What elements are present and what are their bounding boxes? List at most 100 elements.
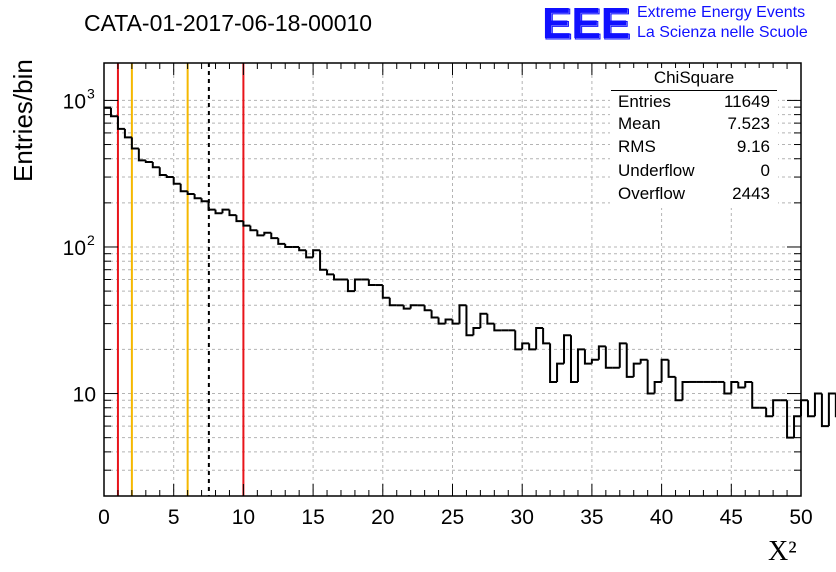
histogram-bin [660,358,669,382]
histogram-bin [444,318,453,324]
x-tick-label: 15 [301,506,324,529]
histogram-bin [653,380,662,394]
histogram-bin [333,274,341,281]
stats-row-entries: Entries 11649 [618,92,770,114]
histogram-bin [130,137,139,150]
histogram-bin [312,249,321,258]
stats-value: 7.523 [727,114,770,133]
histogram-bin [423,305,432,312]
histogram-bin [730,380,739,394]
histogram-bin [249,225,258,232]
x-tick-label: 40 [650,506,673,529]
histogram-bin [667,359,676,378]
stats-label: RMS [618,137,656,156]
histogram-bin [207,201,216,211]
histogram-bin [514,330,523,351]
histogram-bin [277,238,286,245]
histogram-bin [597,345,606,360]
histogram-bin [158,167,167,176]
histogram-bin [569,335,578,383]
histogram-bin [751,381,760,409]
y-tick-exponent: 2 [87,232,95,248]
stats-box: ChiSquare Entries 11649 Mean 7.523 RMS 9… [610,68,778,208]
stats-row-rms: RMS 9.16 [618,137,770,159]
histogram-bin [353,278,362,292]
histogram-bin [193,193,202,200]
histogram-bin [319,250,328,271]
eee-logo-text: EEE [543,1,631,45]
x-tick-label: 5 [168,506,180,529]
y-axis-label: Entries/bin [8,59,38,182]
histogram-bin [214,209,223,215]
histogram-bin [458,304,467,324]
x-tick-label: 50 [789,506,812,529]
histogram-bin [590,358,599,364]
logo-caption-line-1: Extreme Energy Events [637,4,806,21]
histogram-bin [123,128,132,139]
stats-value: 9.16 [736,137,770,156]
x-tick-label: 35 [580,506,603,529]
histogram-bin [737,381,746,389]
y-tick-label: 10 [63,237,86,260]
x-tick-label: 30 [511,506,534,529]
histogram-bin [681,380,690,401]
stats-title: ChiSquare [653,68,735,87]
histogram-bin [263,231,272,236]
histogram-bin [542,328,551,345]
histogram-bin [583,349,592,365]
histogram-bin [479,312,488,329]
histogram-bin [604,346,613,369]
stats-value: 2443 [732,184,770,203]
histogram-bin [772,399,781,417]
chart-title: CATA-01-2017-06-18-00010 [84,10,373,36]
histogram-bin [493,323,502,332]
histogram-bin [472,327,481,336]
y-tick-exponent: 3 [87,85,95,101]
histogram-bin [326,269,335,276]
histogram-bin [381,285,390,299]
histogram-bin [388,297,397,307]
histogram-bin [806,400,815,418]
histogram-bin [346,279,355,293]
histogram-bin [228,209,237,217]
histogram-bin [793,415,801,438]
histogram-bin [646,359,655,395]
stats-row-underflow: Underflow 0 [618,161,770,183]
histogram-bin [172,177,181,185]
histogram-bin [625,343,634,378]
histogram-bin [576,348,585,382]
histogram-bin [786,400,795,439]
histogram-bin [486,313,495,325]
x-tick-label: 45 [720,506,743,529]
histogram-bin [563,334,571,364]
histogram-bin [235,215,244,223]
eee-logo-text-front: EEE [542,1,630,45]
histogram-bin [765,407,774,418]
x-tick-label: 25 [441,506,464,529]
stats-divider [611,90,777,91]
stats-row-mean: Mean 7.523 [618,114,770,136]
eee-logo-icon: EEE EEE [542,1,632,45]
x-tick-label: 0 [98,506,110,529]
histogram-bin [256,230,265,237]
histogram-bin [242,221,251,227]
histogram-bin [723,381,732,395]
stats-label: Underflow [618,161,695,180]
histogram-bin [813,392,822,417]
histogram-bin [800,399,808,417]
histogram-bin [549,343,558,383]
stats-value: 11649 [723,92,770,111]
histogram-bin [186,191,195,195]
x-axis-label: X² [768,536,797,567]
histogram-bin [535,327,544,350]
x-tick-label: 10 [232,506,255,529]
histogram-bin [437,317,446,325]
histogram-bin [820,393,829,428]
stats-value: 0 [760,161,770,180]
histogram-bin [744,380,753,388]
histogram-bin [144,160,153,164]
logo-caption-line-2: La Scienza nelle Scuole [637,24,808,41]
histogram-bin [430,310,439,319]
